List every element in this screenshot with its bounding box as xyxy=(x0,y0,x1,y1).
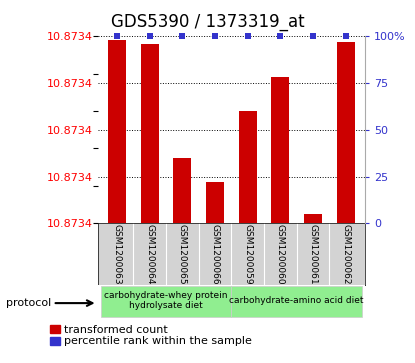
Text: carbohydrate-amino acid diet: carbohydrate-amino acid diet xyxy=(229,296,364,305)
Text: transformed count: transformed count xyxy=(64,325,168,335)
Bar xyxy=(304,214,322,223)
Text: GSM1200062: GSM1200062 xyxy=(341,224,350,284)
Text: GSM1200064: GSM1200064 xyxy=(145,224,154,284)
Text: GSM1200065: GSM1200065 xyxy=(178,224,187,285)
Text: GDS5390 / 1373319_at: GDS5390 / 1373319_at xyxy=(111,13,304,31)
Bar xyxy=(173,158,191,223)
Bar xyxy=(101,286,232,317)
Text: GSM1200063: GSM1200063 xyxy=(112,224,122,285)
Text: GSM1200060: GSM1200060 xyxy=(276,224,285,285)
Text: carbohydrate-whey protein
hydrolysate diet: carbohydrate-whey protein hydrolysate di… xyxy=(104,291,228,310)
Bar xyxy=(232,286,362,317)
Text: percentile rank within the sample: percentile rank within the sample xyxy=(64,336,252,346)
Bar xyxy=(337,42,354,223)
Bar xyxy=(271,77,289,223)
Text: protocol: protocol xyxy=(6,298,51,308)
Bar xyxy=(206,182,224,223)
Bar xyxy=(141,44,159,223)
Text: GSM1200061: GSM1200061 xyxy=(308,224,317,285)
Bar xyxy=(108,40,126,223)
Bar xyxy=(239,111,256,223)
Text: GSM1200059: GSM1200059 xyxy=(243,224,252,285)
Text: GSM1200066: GSM1200066 xyxy=(210,224,220,285)
